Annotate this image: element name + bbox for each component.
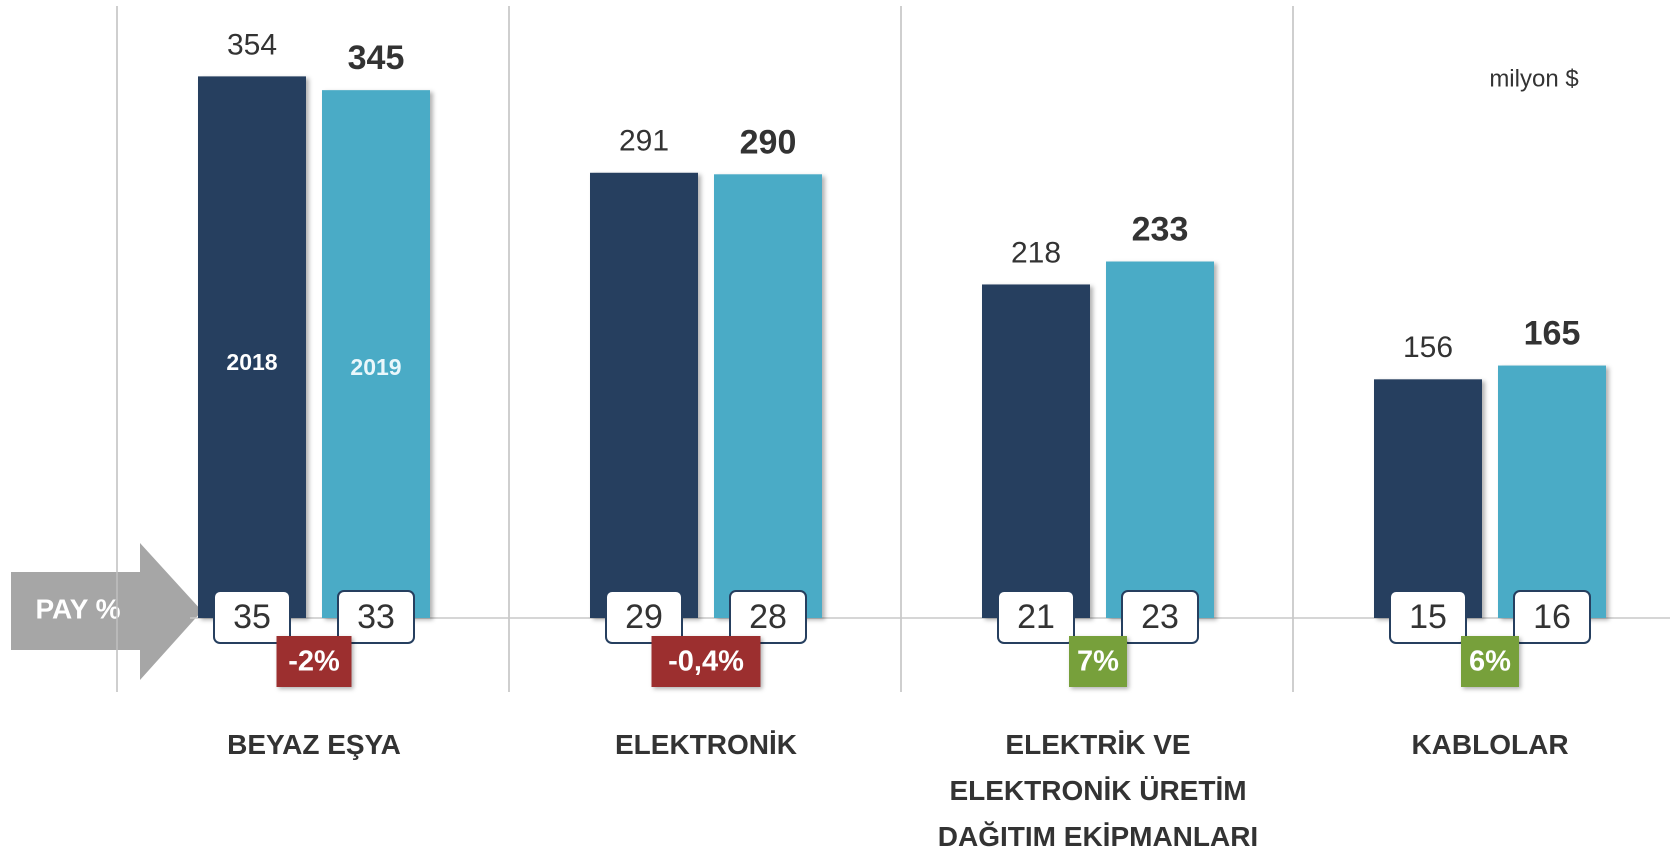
category-label: KABLOLAR <box>1411 729 1569 760</box>
change-badge <box>1069 636 1127 687</box>
unit-label: milyon $ <box>1489 65 1578 92</box>
series-name: 2019 <box>350 354 401 380</box>
bar <box>1106 261 1214 618</box>
bar <box>590 172 698 618</box>
share-box <box>1513 590 1591 644</box>
change-badge <box>1461 636 1519 687</box>
change-badge <box>651 636 761 687</box>
value-label: 291 <box>619 125 669 158</box>
category-label: ELEKTRİK VE ELEKTRONİK ÜRETİM DAĞITIM EK… <box>937 729 1259 852</box>
share-box <box>213 590 291 644</box>
change-label: 6% <box>1469 646 1511 678</box>
share-box <box>1121 590 1199 644</box>
bar <box>198 76 306 618</box>
bar <box>322 90 430 618</box>
share-value: 29 <box>625 598 663 636</box>
bar <box>1374 379 1482 618</box>
share-box <box>1389 590 1467 644</box>
share-value: 33 <box>357 598 395 636</box>
value-label: 233 <box>1132 210 1189 248</box>
share-value: 28 <box>749 598 787 636</box>
share-value: 15 <box>1409 598 1447 636</box>
share-box <box>997 590 1075 644</box>
value-label: 354 <box>227 28 277 61</box>
share-box <box>605 590 683 644</box>
share-value: 35 <box>233 598 271 636</box>
value-label: 156 <box>1403 331 1453 364</box>
series-name: 2018 <box>226 349 277 375</box>
share-arrow <box>11 543 202 680</box>
bar <box>714 174 822 619</box>
value-label: 290 <box>740 123 797 161</box>
category-label: ELEKTRONİK <box>615 729 797 760</box>
bar <box>982 284 1090 618</box>
share-box <box>729 590 807 644</box>
change-label: -2% <box>288 646 340 678</box>
category-label: BEYAZ EŞYA <box>227 729 401 760</box>
bar <box>1498 365 1606 618</box>
share-box <box>337 590 415 644</box>
share-value: 16 <box>1533 598 1571 636</box>
value-label: 218 <box>1011 236 1061 269</box>
share-value: 23 <box>1141 598 1179 636</box>
change-label: 7% <box>1077 646 1119 678</box>
value-label: 165 <box>1524 315 1581 353</box>
share-value: 21 <box>1017 598 1055 636</box>
value-label: 345 <box>348 39 405 77</box>
change-badge <box>276 636 352 687</box>
share-label: PAY % <box>35 593 120 624</box>
change-label: -0,4% <box>668 646 744 678</box>
